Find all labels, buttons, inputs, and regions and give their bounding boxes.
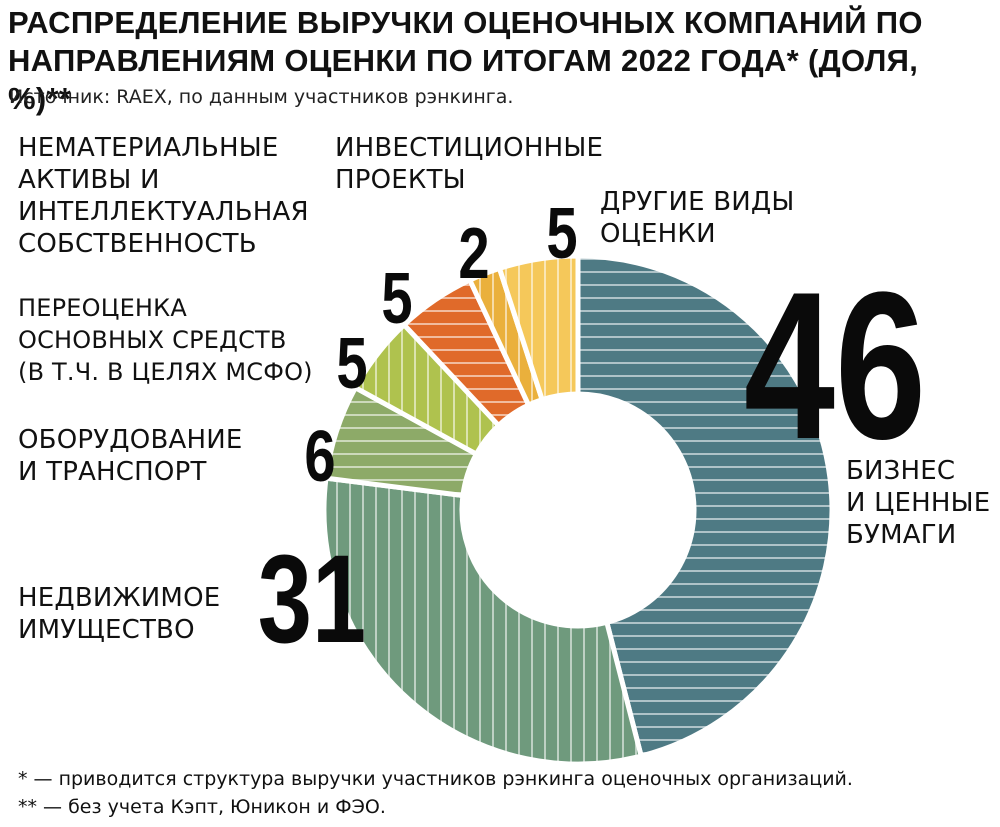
category-label-line: ПРОЕКТЫ bbox=[335, 165, 466, 195]
value-label-realestate: 31 bbox=[258, 529, 366, 668]
category-label-line: СОБСТВЕННОСТЬ bbox=[18, 229, 257, 259]
category-label-revaluation: ПЕРЕОЦЕНКА ОСНОВНЫХ СРЕДСТВ (В Т.Ч. В ЦЕ… bbox=[18, 292, 313, 388]
category-label-investment: ИНВЕСТИЦИОННЫЕ ПРОЕКТЫ bbox=[335, 132, 603, 196]
category-label-line: И ЦЕННЫЕ bbox=[846, 488, 991, 518]
category-label-equipment: ОБОРУДОВАНИЕ И ТРАНСПОРТ bbox=[18, 424, 243, 488]
category-label-realestate: НЕДВИЖИМОЕ ИМУЩЕСТВО bbox=[18, 582, 220, 646]
category-label-line: ОБОРУДОВАНИЕ bbox=[18, 425, 243, 455]
value-label-revaluation: 5 bbox=[336, 323, 367, 403]
category-label-line: И ТРАНСПОРТ bbox=[18, 457, 207, 487]
value-label-equipment: 6 bbox=[304, 416, 335, 496]
category-label-business: БИЗНЕС И ЦЕННЫЕ БУМАГИ bbox=[846, 455, 990, 551]
category-label-line: ИНТЕЛЛЕКТУАЛЬНАЯ bbox=[18, 197, 309, 227]
category-label-other: ДРУГИЕ ВИДЫ ОЦЕНКИ bbox=[600, 186, 795, 250]
category-label-intangible: НЕМАТЕРИАЛЬНЫЕ АКТИВЫ И ИНТЕЛЛЕКТУАЛЬНАЯ… bbox=[18, 132, 309, 260]
donut-slices bbox=[321, 253, 835, 767]
chart-title-line: РАСПРЕДЕЛЕНИЕ ВЫРУЧКИ ОЦЕНОЧНЫХ КОМПАНИЙ… bbox=[8, 5, 923, 40]
chart-source: Источник: RAEX, по данным участников рэн… bbox=[9, 86, 514, 108]
category-label-line: (В Т.Ч. В ЦЕЛЯХ МСФО) bbox=[18, 358, 313, 386]
category-label-line: ИМУЩЕСТВО bbox=[18, 615, 195, 645]
donut-slice-hatch-realestate bbox=[321, 475, 644, 767]
chart-title-line: НАПРАВЛЕНИЯМ ОЦЕНКИ ПО ИТОГАМ 2022 ГОДА*… bbox=[8, 43, 919, 116]
category-label-line: НЕМАТЕРИАЛЬНЫЕ bbox=[18, 133, 279, 163]
category-label-line: АКТИВЫ И bbox=[18, 165, 160, 195]
category-label-line: ДРУГИЕ ВИДЫ bbox=[600, 187, 795, 217]
value-label-business: 46 bbox=[744, 248, 926, 482]
value-label-intangible: 5 bbox=[381, 258, 412, 338]
footnote-2: ** — без учета Кэпт, Юникон и ФЭО. bbox=[18, 796, 386, 818]
category-label-line: ОЦЕНКИ bbox=[600, 219, 716, 249]
donut-slice-hatch-business bbox=[575, 253, 835, 759]
category-label-line: НЕДВИЖИМОЕ bbox=[18, 583, 221, 613]
chart-title: РАСПРЕДЕЛЕНИЕ ВЫРУЧКИ ОЦЕНОЧНЫХ КОМПАНИЙ… bbox=[8, 4, 988, 118]
category-label-line: ПЕРЕОЦЕНКА bbox=[18, 294, 188, 322]
category-label-line: ИНВЕСТИЦИОННЫЕ bbox=[335, 133, 604, 163]
donut-slice-hatch-other bbox=[497, 253, 581, 403]
category-label-line: БУМАГИ bbox=[846, 520, 957, 550]
category-label-line: БИЗНЕС bbox=[846, 456, 956, 486]
category-label-line: ОСНОВНЫХ СРЕДСТВ bbox=[18, 326, 287, 354]
value-label-other: 5 bbox=[546, 193, 577, 273]
footnote-1: * — приводится структура выручки участни… bbox=[18, 768, 853, 790]
value-label-investment: 2 bbox=[458, 213, 489, 293]
